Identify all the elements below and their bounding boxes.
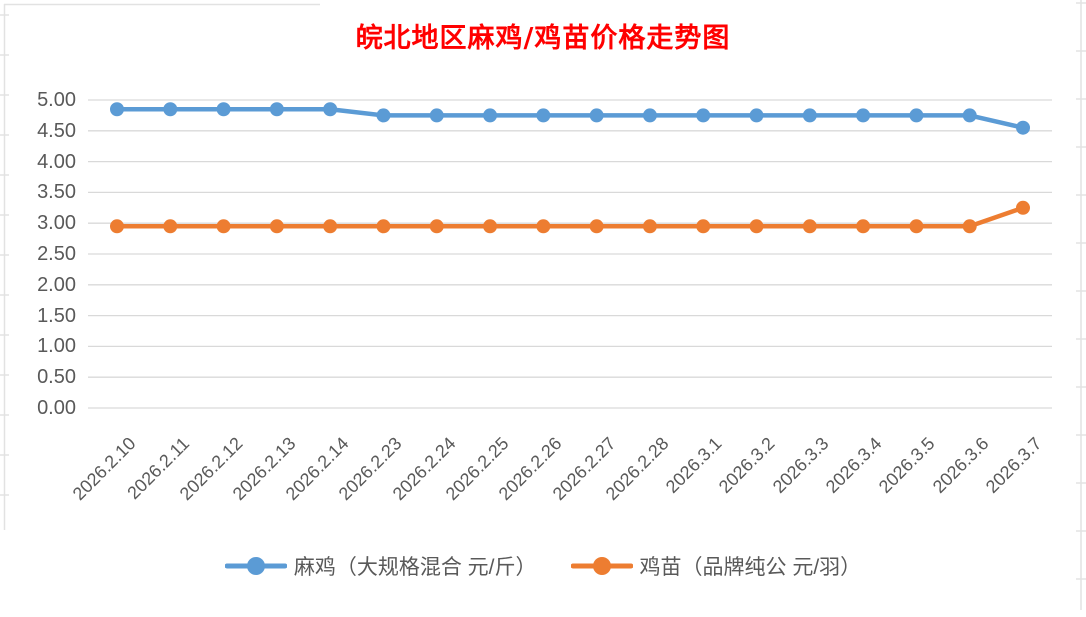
data-point (323, 102, 338, 117)
data-point (483, 108, 498, 123)
legend: 麻鸡（大规格混合 元/斤） 鸡苗（品牌纯公 元/羽） (0, 551, 1086, 581)
line-marker-icon (224, 557, 287, 575)
data-point (429, 219, 444, 234)
data-point (110, 102, 124, 117)
data-point (269, 102, 284, 117)
chart-title: 皖北地区麻鸡/鸡苗价格走势图 (355, 23, 731, 54)
data-point (483, 219, 498, 234)
legend-label: 麻鸡（大规格混合 元/斤） (293, 556, 537, 579)
data-point (909, 219, 924, 234)
y-axis-label: 1.50 (37, 304, 76, 327)
y-axis-label: 2.50 (37, 243, 76, 265)
legend-item-chick[interactable]: 鸡苗（品牌纯公 元/羽） (570, 551, 862, 581)
data-point (163, 219, 178, 234)
data-point (589, 108, 604, 123)
data-point (696, 108, 711, 123)
y-axis-label: 2.00 (37, 273, 76, 296)
y-axis-label: 3.50 (37, 181, 76, 204)
data-point (589, 219, 604, 234)
data-point (376, 219, 391, 234)
data-point (269, 219, 284, 234)
y-axis-label: 0.50 (37, 366, 76, 389)
data-point (376, 108, 391, 123)
data-point (1015, 120, 1030, 135)
data-point (962, 108, 977, 123)
data-point (1015, 200, 1030, 215)
data-point (323, 219, 338, 234)
y-axis-label: 4.00 (37, 150, 76, 173)
data-point (856, 108, 871, 123)
y-axis-label: 1.00 (37, 335, 76, 358)
y-axis-label: 4.50 (37, 119, 76, 142)
data-point (642, 219, 657, 234)
legend-item-machicken[interactable]: 麻鸡（大规格混合 元/斤） (224, 551, 537, 581)
data-point (856, 219, 871, 234)
data-point (962, 219, 977, 234)
data-point (536, 108, 551, 123)
data-point (163, 102, 178, 117)
data-point (216, 219, 231, 234)
series-line-0 (114, 106, 1026, 130)
data-point (749, 108, 764, 123)
legend-label: 鸡苗（品牌纯公 元/羽） (639, 556, 862, 579)
line-marker-icon (570, 557, 633, 575)
y-axis-label: 5.00 (37, 89, 76, 111)
data-point (642, 108, 657, 123)
series-line-1 (114, 205, 1026, 229)
data-point (749, 219, 764, 234)
y-axis-label: 0.00 (37, 397, 76, 419)
data-point (216, 102, 231, 117)
data-point (429, 108, 444, 123)
y-axis-label: 3.00 (37, 212, 76, 235)
data-point (696, 219, 711, 234)
data-point (802, 219, 817, 234)
data-point (536, 219, 551, 234)
data-point (802, 108, 817, 123)
data-point (110, 219, 124, 234)
data-point (909, 108, 924, 123)
